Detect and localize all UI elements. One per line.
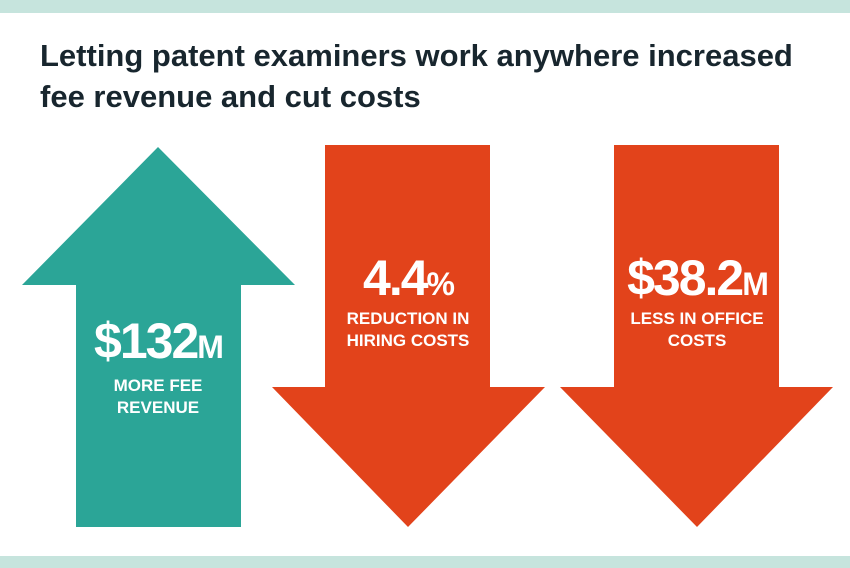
unit: % xyxy=(427,266,455,302)
arrow-label: COSTS xyxy=(668,331,727,350)
arrow-label: REDUCTION IN xyxy=(347,309,470,328)
value: 4.4 xyxy=(363,250,429,306)
arrow-label: MORE FEE xyxy=(114,376,203,395)
top-band xyxy=(0,0,850,13)
arrow-label: HIRING COSTS xyxy=(347,331,470,350)
title-line: fee revenue and cut costs xyxy=(40,79,421,114)
unit: M xyxy=(197,329,222,365)
value: $38.2 xyxy=(627,250,742,306)
arrow-label: REVENUE xyxy=(117,398,199,417)
bottom-band xyxy=(0,556,850,568)
unit: M xyxy=(742,266,767,302)
arrow-label: LESS IN OFFICE xyxy=(630,309,763,328)
value: $132 xyxy=(94,313,197,369)
title-line: Letting patent examiners work anywhere i… xyxy=(40,38,793,73)
